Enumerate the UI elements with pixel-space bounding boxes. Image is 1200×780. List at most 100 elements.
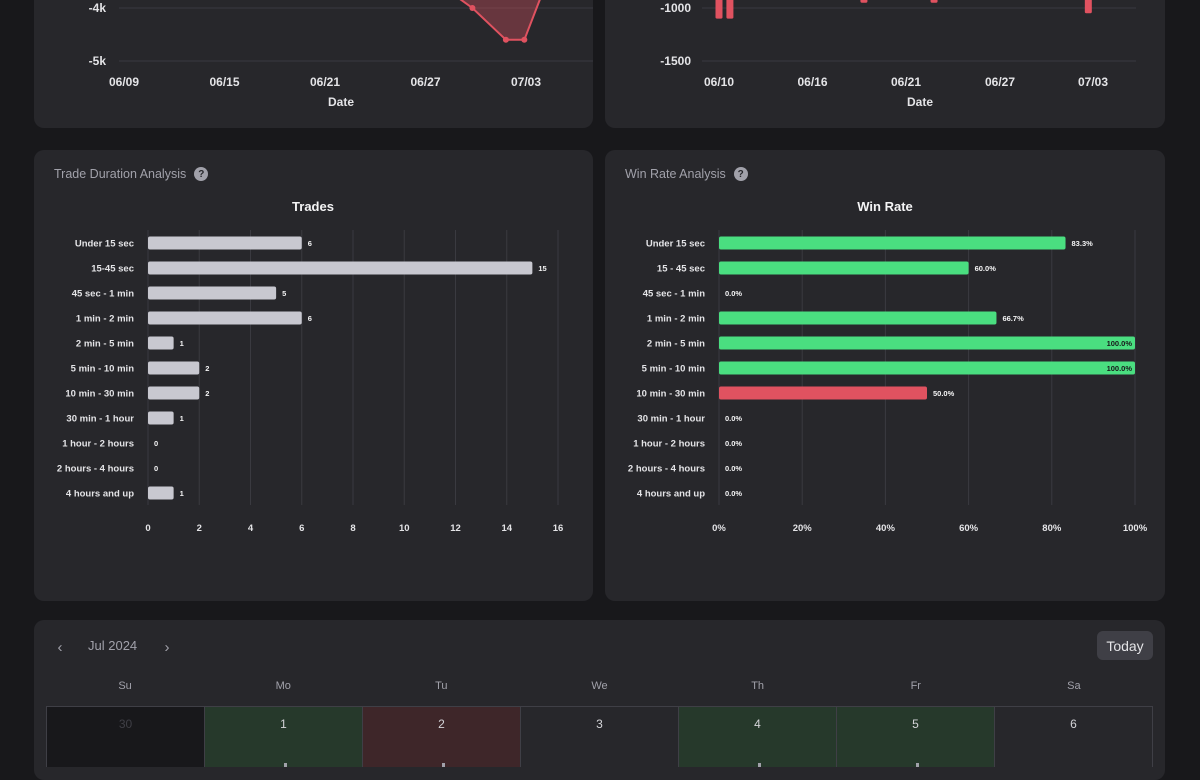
day-indicator	[441, 763, 445, 767]
calendar-weekdays: Su Mo Tu We Th Fr Sa	[46, 680, 1153, 692]
category-label: 10 min - 30 min	[636, 389, 705, 400]
data-label: 1	[180, 414, 184, 423]
x-tick-label: 40%	[876, 523, 896, 534]
bar	[148, 261, 533, 275]
x-tick-label: 06/10	[704, 75, 734, 89]
x-tick-label: 06/16	[797, 75, 827, 89]
daily-bar	[860, 0, 868, 3]
x-tick-label: 06/27	[410, 75, 440, 89]
calendar-day[interactable]: 1	[204, 707, 362, 767]
calendar-day-number: 5	[912, 717, 919, 731]
x-tick-label: 0%	[712, 523, 726, 534]
calendar-day[interactable]: 5	[836, 707, 994, 767]
x-tick-label: 06/09	[109, 75, 139, 89]
category-label: Under 15 sec	[646, 239, 705, 250]
bar	[719, 336, 1135, 350]
category-label: 45 sec - 1 min	[72, 289, 135, 300]
day-indicator	[915, 763, 919, 767]
weekday-label: Sa	[1067, 680, 1081, 692]
category-label: 1 min - 2 min	[76, 314, 134, 325]
data-label: 0.0%	[725, 489, 742, 498]
calendar-day-number: 1	[280, 717, 287, 731]
loss-area	[461, 0, 540, 40]
category-label: 1 hour - 2 hours	[62, 439, 134, 450]
daily-bar	[1084, 0, 1092, 14]
category-label: 2 hours - 4 hours	[628, 464, 705, 475]
x-tick-label: 2	[197, 523, 202, 534]
y-tick-label: -1500	[660, 54, 691, 68]
win-rate-card: Win Rate Analysis ? Win Rate 0% 20% 40% 60% 8…	[605, 150, 1165, 601]
calendar-day[interactable]: 2	[362, 707, 520, 767]
calendar-day[interactable]: 30	[46, 707, 204, 767]
calendar-day-number: 2	[438, 717, 445, 731]
data-label: 100.0%	[1107, 339, 1133, 348]
chart-title: Trades	[292, 199, 334, 214]
calendar-day[interactable]: 6	[994, 707, 1153, 767]
daily-bar	[930, 0, 938, 3]
x-tick-label: 07/03	[511, 75, 541, 89]
weekday-label: Fr	[910, 680, 921, 692]
x-tick-label: 12	[450, 523, 461, 534]
x-tick-label: 14	[501, 523, 512, 534]
data-point	[502, 36, 509, 43]
data-label: 5	[282, 289, 286, 298]
weekday-label: Tu	[435, 680, 448, 692]
calendar-day[interactable]: 3	[520, 707, 678, 767]
data-label: 1	[180, 339, 184, 348]
win-rate-chart: Win Rate 0% 20% 40% 60% 80% 100% Under 15 sec 83…	[628, 199, 1148, 534]
help-icon[interactable]: ?	[194, 167, 209, 181]
bar	[148, 236, 302, 250]
chevron-right-icon[interactable]: ›	[164, 638, 170, 656]
daily-bar	[726, 0, 734, 19]
calendar-day-number: 4	[754, 717, 761, 731]
category-label: 15 - 45 sec	[657, 264, 705, 275]
x-tick-label: 06/21	[310, 75, 340, 89]
bar	[719, 386, 927, 400]
x-tick-label: 20%	[793, 523, 813, 534]
weekday-label: Mo	[275, 680, 291, 692]
bar	[719, 361, 1135, 375]
data-label: 0	[154, 464, 158, 473]
win-rate-title: Win Rate Analysis ?	[625, 167, 748, 181]
calendar-day-number: 3	[596, 717, 603, 731]
y-tick-label: -1000	[660, 1, 691, 15]
x-tick-label: 6	[299, 523, 304, 534]
help-icon[interactable]: ?	[733, 167, 748, 181]
weekday-label: Th	[751, 680, 765, 692]
category-label: 1 min - 2 min	[647, 314, 705, 325]
category-label: 2 min - 5 min	[647, 339, 705, 350]
x-tick-label: 0	[145, 523, 150, 534]
data-label: 66.7%	[1002, 314, 1024, 323]
y-tick-label: -4k	[89, 1, 107, 15]
day-indicator	[757, 763, 761, 767]
calendar-day[interactable]: 4	[678, 707, 836, 767]
win-rate-title-text: Win Rate Analysis	[625, 167, 726, 181]
x-tick-label: 06/21	[891, 75, 921, 89]
category-label: 2 hours - 4 hours	[57, 464, 134, 475]
bar	[719, 311, 997, 325]
chevron-left-icon[interactable]: ‹	[57, 638, 63, 656]
bar	[719, 261, 969, 275]
data-label: 60.0%	[975, 264, 997, 273]
bar	[719, 236, 1066, 250]
trade-duration-title: Trade Duration Analysis ?	[54, 167, 209, 181]
data-label: 50.0%	[933, 389, 955, 398]
x-axis-label: Date	[907, 95, 933, 109]
x-tick-label: 80%	[1042, 523, 1062, 534]
bar	[148, 411, 174, 425]
today-button[interactable]: Today	[1097, 631, 1153, 660]
data-label: 0.0%	[725, 289, 742, 298]
day-indicator	[283, 763, 287, 767]
bar	[148, 311, 302, 325]
data-label: 2	[205, 364, 209, 373]
trade-duration-title-text: Trade Duration Analysis	[54, 167, 187, 181]
data-point	[469, 5, 476, 11]
x-tick-label: 4	[248, 523, 254, 534]
category-label: 30 min - 1 hour	[66, 414, 134, 425]
data-point	[521, 36, 528, 43]
series-line	[459, 0, 541, 41]
trade-duration-card: Trade Duration Analysis ? Trades 0 2 4 6 8 10 1…	[34, 150, 593, 601]
data-label: 6	[308, 239, 312, 248]
category-label: 15-45 sec	[91, 264, 134, 275]
